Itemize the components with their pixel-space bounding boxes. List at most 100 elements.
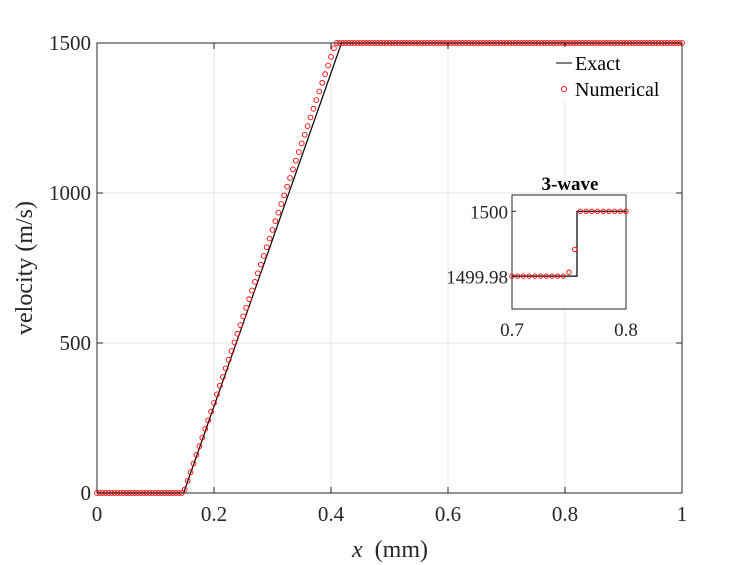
inset-series-numerical-point — [549, 273, 555, 279]
main-axes: 0 0.2 0.4 0.6 0.8 1 0 500 1000 1500 — [49, 31, 687, 526]
y-axis-label: velocity (m/s) — [12, 201, 38, 335]
x-tick-label: 0.6 — [435, 502, 461, 526]
series-numerical-point — [263, 244, 270, 251]
series-numerical-point — [322, 71, 329, 78]
inset-series-numerical-point — [600, 208, 606, 214]
inset-y-tick-label: 1500 — [470, 202, 508, 223]
series-numerical-point — [231, 339, 238, 346]
inset-series-numerical-point — [566, 269, 572, 275]
series-numerical-point — [272, 218, 279, 225]
inset-series-numerical-point — [520, 273, 527, 279]
series-numerical-point — [243, 304, 250, 311]
inset-series-numerical-point — [572, 246, 578, 253]
inset-axes: 0.7 0.8 1499.98 1500 — [446, 202, 638, 341]
inset-x-tick-label: 0.8 — [614, 320, 638, 341]
series-numerical-point — [219, 374, 226, 380]
series-numerical-point — [249, 287, 255, 294]
inset-chart: 3-wave 0.7 0.8 1499.98 1500 — [446, 174, 638, 341]
x-axis-label-unit: (mm) — [375, 537, 428, 563]
series-numerical-point — [310, 105, 317, 112]
series-numerical-point — [228, 348, 235, 354]
series-numerical-point — [328, 53, 334, 60]
legend-exact-label: Exact — [575, 53, 621, 75]
inset-series-exact-line — [512, 210, 626, 277]
series-numerical-point — [316, 88, 323, 95]
series-numerical-point — [304, 123, 311, 129]
series-numerical-point — [196, 443, 203, 450]
inset-series-numerical-point — [532, 273, 538, 279]
series-numerical-point — [246, 296, 252, 303]
series-numerical-point — [269, 227, 276, 233]
series-numerical-point — [278, 201, 285, 207]
y-tick-label: 500 — [60, 331, 92, 355]
series-numerical-point — [266, 235, 273, 242]
inset-series-numerical-point — [611, 208, 618, 214]
series-numerical-point — [205, 417, 212, 424]
inset-series-numerical-point — [617, 208, 623, 214]
series-numerical-point — [255, 270, 261, 277]
legend: Exact Numerical — [550, 47, 679, 102]
inset-series-numerical-point — [554, 273, 561, 279]
inset-series-numerical-point — [589, 208, 595, 214]
inset-x-tick-label: 0.7 — [500, 320, 524, 341]
series-numerical-point — [275, 209, 282, 216]
series-numerical-point — [287, 175, 293, 181]
inset-series-numerical-point — [623, 208, 629, 214]
series-numerical-point — [208, 408, 214, 415]
series-numerical-point — [331, 45, 337, 52]
series-numerical-point — [298, 140, 305, 147]
series-numerical-point — [281, 192, 288, 199]
y-tick-label: 1500 — [49, 31, 91, 55]
series-numerical-point — [252, 279, 258, 285]
legend-box — [550, 47, 679, 102]
y-tick-label: 1000 — [49, 181, 91, 205]
legend-numerical-label: Numerical — [575, 79, 660, 101]
inset-series-numerical-point — [543, 273, 549, 279]
series-numerical-point — [234, 330, 241, 337]
inset-title: 3-wave — [542, 174, 599, 195]
series-numerical-point — [293, 157, 299, 164]
series-numerical-point — [295, 149, 302, 155]
series-numerical-point — [211, 400, 217, 406]
series-numerical-point — [187, 469, 194, 476]
series-numerical-point — [257, 261, 264, 268]
inset-series-numerical-point — [583, 208, 589, 214]
series-numerical-point — [260, 253, 267, 259]
x-tick-label: 0 — [92, 502, 103, 526]
series-numerical-point — [222, 365, 229, 372]
series-numerical-point — [193, 452, 200, 458]
inset-series-numerical-point — [537, 273, 544, 279]
main-axes-box — [96, 42, 683, 494]
series-numerical-point — [284, 183, 290, 190]
series-numerical-point — [290, 166, 296, 173]
x-axis-label: x (mm) — [351, 537, 428, 563]
series-numerical-point — [225, 356, 232, 363]
series-numerical-point — [240, 313, 247, 320]
series-numerical-point — [217, 382, 223, 389]
series-numerical-point — [313, 97, 320, 103]
x-tick-label: 0.2 — [201, 502, 227, 526]
series-numerical-point — [214, 391, 220, 398]
inset-series-numerical-point — [526, 273, 532, 279]
series-numerical-point — [184, 478, 191, 484]
series-numerical-point — [307, 114, 314, 121]
x-tick-label: 1 — [677, 502, 688, 526]
inset-series-numerical-point — [577, 208, 584, 214]
series-numerical-point — [301, 131, 308, 138]
series-numerical-point — [190, 460, 197, 467]
x-tick-label: 0.4 — [318, 502, 345, 526]
series-numerical-point — [325, 62, 331, 69]
inset-series-numerical-point — [606, 208, 612, 214]
series-numerical-point — [202, 426, 209, 432]
x-axis-label-variable: x — [351, 537, 363, 563]
series-numerical-point — [319, 79, 326, 86]
series-numerical-point — [237, 322, 244, 328]
legend-numerical-marker — [560, 85, 568, 93]
series-numerical-point — [181, 486, 188, 493]
inset-series-numerical-point — [594, 208, 601, 214]
y-tick-label: 0 — [81, 481, 92, 505]
inset-frame — [511, 194, 627, 310]
inset-series-numerical-point — [560, 273, 566, 279]
inset-series — [509, 208, 629, 279]
